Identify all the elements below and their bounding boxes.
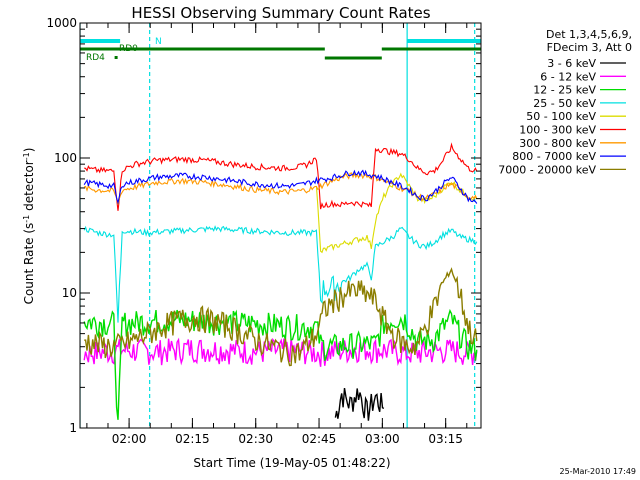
flag-label-rd4: RD4 — [86, 53, 105, 63]
series-line-3-6-kev — [334, 387, 385, 421]
legend: Det 1,3,4,5,6,9, FDecim 3, Att 0 3 - 6 k… — [498, 28, 632, 176]
y-axis-label: Count Rate (s-1 detector-1) — [22, 148, 37, 305]
legend-label: 800 - 7000 keV — [512, 150, 596, 163]
y-tick-label: 1000 — [46, 16, 77, 30]
x-tick-label: 02:00 — [112, 432, 147, 446]
legend-label: 7000 - 20000 keV — [498, 163, 596, 176]
legend-label: 6 - 12 keV — [540, 70, 596, 83]
series-line-12-25-kev — [83, 308, 478, 420]
y-tick-label: 1 — [69, 421, 77, 435]
chart-title: HESSI Observing Summary Count Rates — [131, 4, 430, 22]
plot-area — [80, 23, 481, 428]
legend-header-line-2: FDecim 3, Att 0 — [547, 41, 632, 54]
legend-label: 25 - 50 keV — [533, 97, 596, 110]
x-tick-label: 03:00 — [365, 432, 400, 446]
y-tick-label: 100 — [54, 151, 77, 165]
legend-label: 12 - 25 keV — [533, 84, 596, 97]
series-line-100-300-kev — [84, 142, 478, 211]
flag-label-rd0: RD0 — [119, 44, 138, 54]
x-tick-label: 02:45 — [302, 432, 337, 446]
series-line-50-100-kev — [315, 172, 478, 254]
x-axis: 02:00 02:15 02:30 02:45 03:00 03:15 — [86, 23, 468, 446]
series-line-25-50-kev — [83, 225, 478, 323]
plot-frame — [79, 22, 482, 429]
legend-label: 300 - 800 keV — [519, 137, 596, 150]
x-axis-label: Start Time (19-May-05 01:48:22) — [193, 456, 390, 470]
x-tick-label: 02:30 — [238, 432, 273, 446]
x-tick-label: 02:15 — [175, 432, 210, 446]
legend-label: 50 - 100 keV — [526, 110, 596, 123]
y-tick-label: 10 — [62, 286, 77, 300]
legend-header-line-1: Det 1,3,4,5,6,9, — [546, 28, 632, 41]
footer-timestamp: 25-Mar-2010 17:49 — [560, 467, 637, 476]
series-line-800-7000-kev — [83, 169, 478, 205]
flag-marker-rd4 — [114, 56, 118, 59]
legend-label: 3 - 6 keV — [547, 57, 596, 70]
legend-label: 100 - 300 keV — [519, 124, 596, 137]
y-axis: 1 10 100 1000 — [46, 16, 481, 435]
series-line-7000-20000-kev — [84, 267, 478, 367]
flag-label-n: N — [155, 37, 162, 47]
x-tick-label: 03:15 — [428, 432, 463, 446]
